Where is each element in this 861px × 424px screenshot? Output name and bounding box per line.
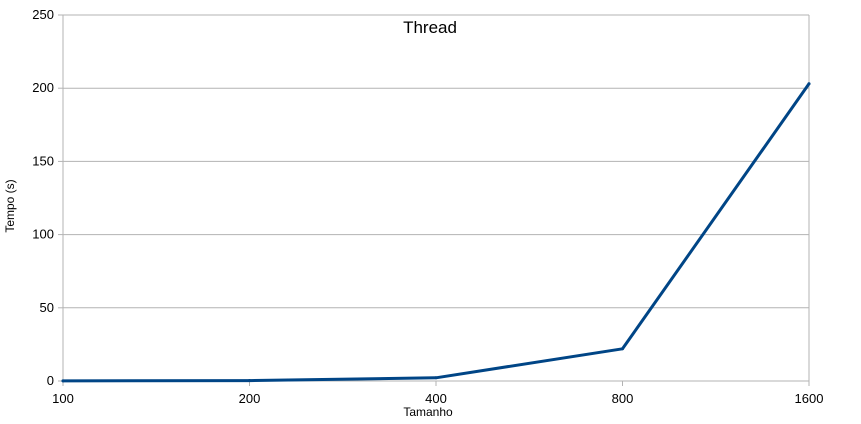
x-tick-label: 100 xyxy=(52,391,74,406)
y-tick-label: 100 xyxy=(32,227,54,242)
y-tick-label: 50 xyxy=(40,300,54,315)
series-line xyxy=(61,82,811,383)
data-point xyxy=(61,379,65,383)
tick-labels: 0 50 100 150 200 250 100 200 400 800 1600 xyxy=(32,7,823,406)
data-point xyxy=(434,376,438,380)
data-point xyxy=(248,379,251,383)
x-tick-label: 400 xyxy=(425,391,447,406)
y-axis-title: Tempo (s) xyxy=(3,179,17,232)
y-tick-label: 250 xyxy=(32,7,54,22)
y-tick-label: 200 xyxy=(32,80,54,95)
x-tick-label: 1600 xyxy=(795,391,824,406)
y-tick-label: 150 xyxy=(32,153,54,168)
series-layer xyxy=(61,82,811,383)
data-point xyxy=(621,347,624,351)
y-tick-label: 0 xyxy=(47,373,54,388)
x-tick-label: 800 xyxy=(612,391,634,406)
axes xyxy=(58,14,810,386)
gridlines xyxy=(63,14,809,382)
chart-title: Thread xyxy=(403,18,457,37)
data-point xyxy=(807,82,811,86)
x-tick-label: 200 xyxy=(239,391,261,406)
x-axis-title: Tamanho xyxy=(403,405,453,419)
